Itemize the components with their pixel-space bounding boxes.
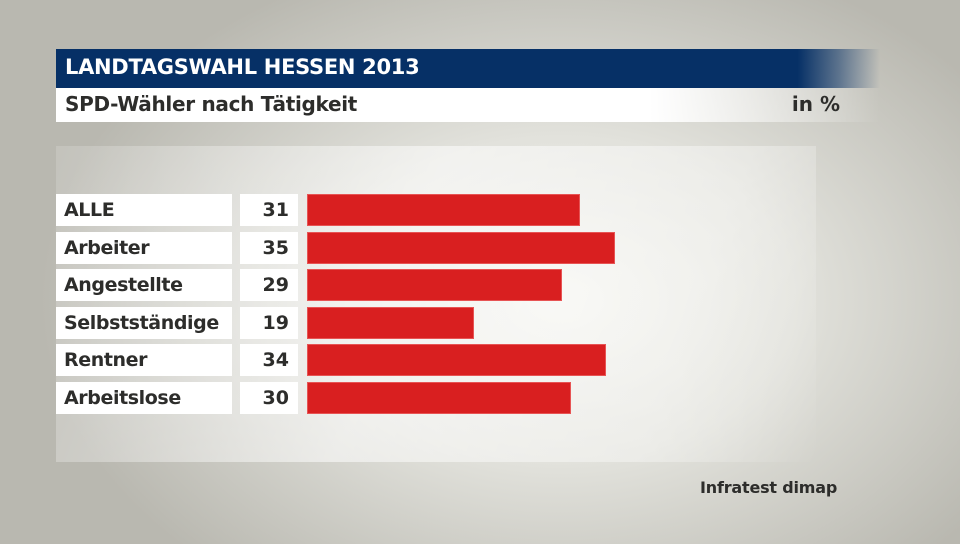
chart-row: Selbstständige 19 <box>56 306 656 339</box>
category-label: ALLE <box>64 199 115 221</box>
category-label-box: ALLE <box>56 194 232 226</box>
value-label-box: 30 <box>240 381 298 414</box>
bar <box>307 194 580 226</box>
category-label: Arbeitslose <box>64 386 181 409</box>
category-label-box: Arbeitslose <box>56 381 232 414</box>
category-label-box: Selbstständige <box>56 306 232 339</box>
chart-subtitle-bar: SPD-Wähler nach Tätigkeit in % <box>56 88 880 122</box>
chart-subtitle: SPD-Wähler nach Tätigkeit <box>65 92 358 116</box>
value-label-box: 19 <box>240 306 298 339</box>
category-label: Angestellte <box>64 274 183 296</box>
value-label: 30 <box>262 386 289 409</box>
value-label-box: 34 <box>240 344 298 376</box>
bar <box>307 306 475 339</box>
value-label: 35 <box>262 236 289 259</box>
category-label: Rentner <box>64 349 148 371</box>
value-label: 29 <box>262 274 289 296</box>
chart-header: LANDTAGSWAHL HESSEN 2013 <box>56 49 880 88</box>
chart-title: LANDTAGSWAHL HESSEN 2013 <box>65 55 420 79</box>
bar <box>307 381 571 414</box>
bar <box>307 231 615 264</box>
value-label: 31 <box>262 199 289 221</box>
value-label: 34 <box>262 349 289 371</box>
category-label-box: Rentner <box>56 344 232 376</box>
chart-row: ALLE 31 <box>56 194 656 226</box>
chart-row: Angestellte 29 <box>56 269 656 301</box>
bar <box>307 344 607 376</box>
category-label-box: Angestellte <box>56 269 232 301</box>
value-label: 19 <box>262 311 289 334</box>
chart-row: Arbeiter 35 <box>56 231 656 264</box>
category-label-box: Arbeiter <box>56 231 232 264</box>
category-label: Selbstständige <box>64 311 219 334</box>
bar <box>307 269 563 301</box>
unit-label: in % <box>791 92 840 116</box>
value-label-box: 31 <box>240 194 298 226</box>
value-label-box: 29 <box>240 269 298 301</box>
chart-row: Rentner 34 <box>56 344 656 376</box>
chart-row: Arbeitslose 30 <box>56 381 656 414</box>
source-credit: Infratest dimap <box>700 478 838 497</box>
category-label: Arbeiter <box>64 236 150 259</box>
value-label-box: 35 <box>240 231 298 264</box>
